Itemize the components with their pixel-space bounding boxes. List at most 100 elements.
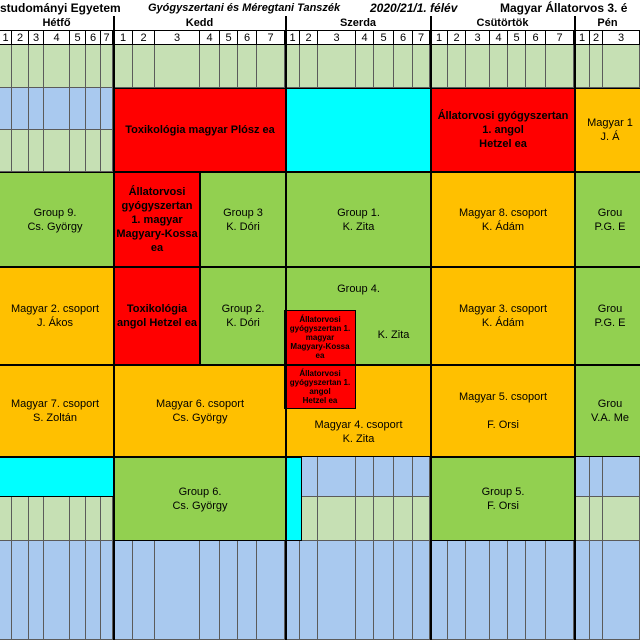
grid-cell[interactable] (590, 497, 603, 541)
grid-cell[interactable] (603, 457, 640, 497)
grid-cell[interactable] (413, 457, 430, 497)
grid-cell[interactable] (155, 45, 200, 88)
kedd-group6-block[interactable]: Group 6. Cs. György (114, 457, 286, 541)
grid-cell[interactable] (86, 541, 101, 640)
szerda-allatorvosi-magyar-small-block[interactable]: Állatorvosi gyógyszertan 1. magyar Magyary-… (284, 310, 356, 365)
grid-cell[interactable] (114, 541, 133, 640)
grid-cell[interactable] (70, 130, 86, 172)
grid-cell[interactable] (29, 88, 44, 130)
szerda-group1-block[interactable]: Group 1. K. Zita (286, 172, 431, 267)
kedd-group2-block[interactable]: Group 2. K. Dóri (200, 267, 286, 365)
grid-cell[interactable] (257, 541, 285, 640)
grid-cell[interactable] (44, 88, 70, 130)
grid-cell[interactable] (374, 457, 394, 497)
csutortok-allatorvosi-angol-block[interactable]: Állatorvosi gyógyszertan 1. angol Hetzel e… (431, 88, 575, 172)
grid-cell[interactable] (590, 541, 603, 640)
grid-cell[interactable] (575, 541, 590, 640)
grid-cell[interactable] (575, 45, 590, 88)
grid-cell[interactable] (526, 541, 546, 640)
grid-cell[interactable] (200, 541, 220, 640)
grid-cell[interactable] (508, 541, 526, 640)
hetfo-group9-block[interactable]: Group 9. Cs. György (0, 172, 114, 267)
grid-cell[interactable] (575, 497, 590, 541)
grid-cell[interactable] (133, 541, 155, 640)
grid-cell[interactable] (133, 45, 155, 88)
grid-cell[interactable] (238, 45, 257, 88)
grid-cell[interactable] (374, 497, 394, 541)
grid-cell[interactable] (508, 45, 526, 88)
grid-cell[interactable] (44, 45, 70, 88)
grid-cell[interactable] (374, 541, 394, 640)
grid-cell[interactable] (29, 497, 44, 541)
grid-cell[interactable] (590, 45, 603, 88)
grid-cell[interactable] (29, 130, 44, 172)
grid-cell[interactable] (101, 541, 113, 640)
grid-cell[interactable] (603, 497, 640, 541)
szerda-empty-cyan-block[interactable] (286, 88, 431, 172)
grid-cell[interactable] (44, 130, 70, 172)
grid-cell[interactable] (356, 457, 374, 497)
grid-cell[interactable] (101, 130, 113, 172)
grid-cell[interactable] (0, 541, 12, 640)
grid-cell[interactable] (29, 45, 44, 88)
grid-cell[interactable] (12, 541, 29, 640)
hetfo-magyar7-block[interactable]: Magyar 7. csoport S. Zoltán (0, 365, 114, 457)
kedd-toxikologia-angol-block[interactable]: Toxikológia angol Hetzel ea (114, 267, 200, 365)
grid-cell[interactable] (448, 45, 466, 88)
grid-cell[interactable] (546, 541, 574, 640)
grid-cell[interactable] (70, 45, 86, 88)
grid-cell[interactable] (44, 541, 70, 640)
grid-cell[interactable] (374, 45, 394, 88)
grid-cell[interactable] (44, 497, 70, 541)
grid-cell[interactable] (0, 88, 12, 130)
grid-cell[interactable] (86, 497, 101, 541)
grid-cell[interactable] (70, 88, 86, 130)
grid-cell[interactable] (590, 457, 603, 497)
grid-cell[interactable] (300, 45, 318, 88)
grid-cell[interactable] (238, 541, 257, 640)
grid-cell[interactable] (413, 541, 430, 640)
grid-cell[interactable] (101, 88, 113, 130)
grid-cell[interactable] (0, 497, 12, 541)
grid-cell[interactable] (575, 457, 590, 497)
kedd-magyar6-block[interactable]: Magyar 6. csoport Cs. György (114, 365, 286, 457)
grid-cell[interactable] (318, 497, 356, 541)
grid-cell[interactable] (394, 541, 413, 640)
kedd-allatorvosi-magyar-block[interactable]: Állatorvosi gyógyszertan 1. magyar Magyary-… (114, 172, 200, 267)
hetfo-magyar2-block[interactable]: Magyar 2. csoport J. Ákos (0, 267, 114, 365)
grid-cell[interactable] (603, 45, 640, 88)
grid-cell[interactable] (0, 45, 12, 88)
grid-cell[interactable] (394, 45, 413, 88)
grid-cell[interactable] (220, 45, 238, 88)
grid-cell[interactable] (603, 541, 640, 640)
grid-cell[interactable] (300, 541, 318, 640)
grid-cell[interactable] (431, 45, 448, 88)
grid-cell[interactable] (286, 45, 300, 88)
grid-cell[interactable] (70, 541, 86, 640)
grid-cell[interactable] (70, 497, 86, 541)
grid-cell[interactable] (356, 541, 374, 640)
kedd-toxikologia-plosz-block[interactable]: Toxikológia magyar Plósz ea (114, 88, 286, 172)
hetfo-cyan-block[interactable] (0, 457, 114, 497)
csutortok-magyar5-block[interactable]: Magyar 5. csoport (431, 365, 575, 457)
csutortok-group5-block[interactable]: Group 5. F. Orsi (431, 457, 575, 541)
grid-cell[interactable] (12, 88, 29, 130)
pentek-group-b-block[interactable]: Grou P.G. E (575, 267, 640, 365)
grid-cell[interactable] (394, 457, 413, 497)
grid-cell[interactable] (546, 45, 574, 88)
pentek-magyar1-block[interactable]: Magyar 1 J. Á (575, 88, 640, 172)
pentek-group-c-block[interactable]: Grou V.A. Me (575, 365, 640, 457)
grid-cell[interactable] (318, 457, 356, 497)
kedd-group3-block[interactable]: Group 3 K. Dóri (200, 172, 286, 267)
grid-cell[interactable] (466, 45, 490, 88)
grid-cell[interactable] (394, 497, 413, 541)
grid-cell[interactable] (490, 541, 508, 640)
grid-cell[interactable] (257, 45, 285, 88)
grid-cell[interactable] (413, 497, 430, 541)
grid-cell[interactable] (356, 497, 374, 541)
grid-cell[interactable] (431, 541, 448, 640)
pentek-group-a-block[interactable]: Grou P.G. E (575, 172, 640, 267)
grid-cell[interactable] (466, 541, 490, 640)
grid-cell[interactable] (318, 541, 356, 640)
csutortok-magyar8-block[interactable]: Magyar 8. csoport K. Ádám (431, 172, 575, 267)
